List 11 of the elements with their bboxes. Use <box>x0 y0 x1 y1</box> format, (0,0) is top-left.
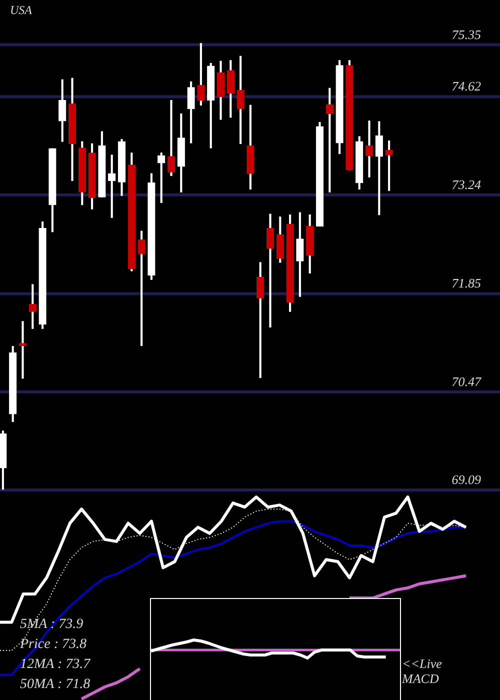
y-tick-label: 73.24 <box>452 176 482 192</box>
annotation: 50MA : 71.8 <box>20 676 90 694</box>
y-tick-label: 74.62 <box>452 78 482 94</box>
y-tick-label: 69.09 <box>452 472 482 487</box>
annotation: 5MA : 73.9 <box>20 616 84 634</box>
y-tick-label: 75.35 <box>452 26 482 42</box>
y-tick-label: 71.85 <box>452 276 482 291</box>
chart-title: USA <box>10 3 32 18</box>
annotation: <<Live MACD <box>402 656 443 686</box>
y-tick-label: 70.47 <box>452 374 482 389</box>
annotation: 12MA : 73.7 <box>20 656 90 674</box>
